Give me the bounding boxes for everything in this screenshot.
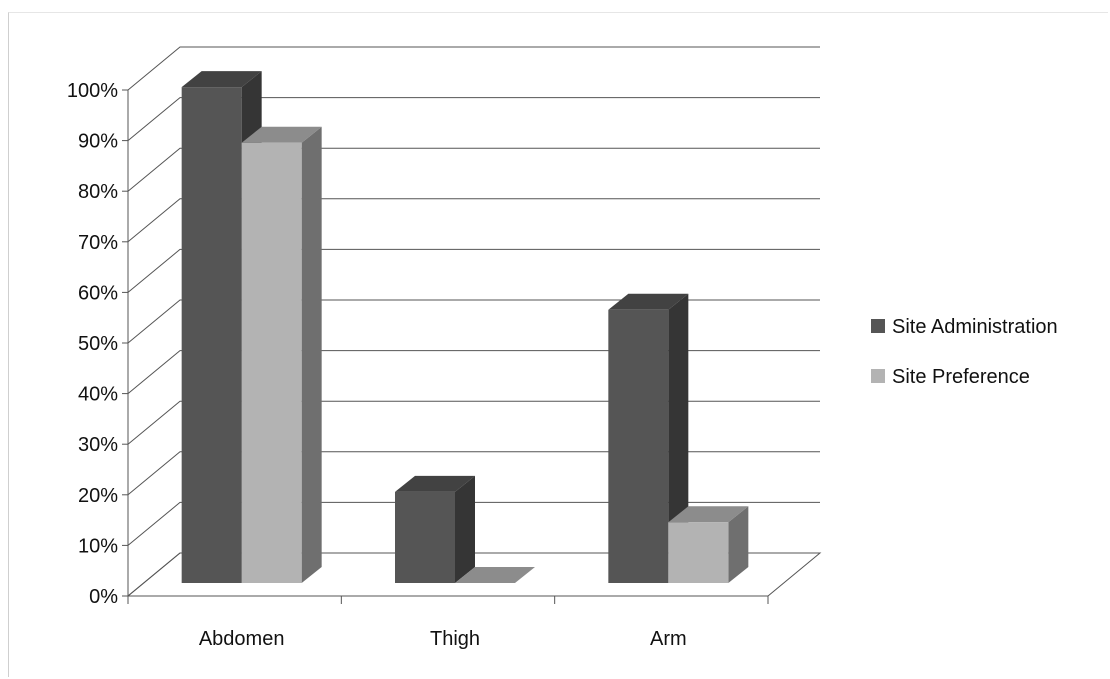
bar xyxy=(668,506,749,583)
category-label: Thigh xyxy=(430,628,480,650)
gridline xyxy=(127,400,820,445)
gridline xyxy=(127,97,820,141)
bar-front xyxy=(241,142,302,583)
bar xyxy=(455,567,535,583)
chart-frame xyxy=(8,12,1108,677)
bar-top xyxy=(395,475,475,492)
gridline xyxy=(127,248,820,293)
legend-swatch xyxy=(871,369,885,383)
bar-front xyxy=(608,309,669,583)
bar xyxy=(395,475,475,583)
bar-top xyxy=(668,506,749,523)
y-tick-label: 20% xyxy=(78,485,118,507)
gridline xyxy=(127,147,820,192)
y-tick-label: 100% xyxy=(67,80,118,102)
category-label: Abdomen xyxy=(199,628,285,650)
gridline xyxy=(127,501,820,546)
bar-front xyxy=(395,491,455,583)
gridline xyxy=(127,552,820,597)
x-axis xyxy=(127,595,769,604)
legend: Site Administration Site Preference xyxy=(871,316,1058,388)
y-tick-label: 30% xyxy=(78,434,118,456)
gridline xyxy=(127,350,820,394)
y-tick-label: 90% xyxy=(78,131,118,153)
y-axis-tick-labels: 0% 10% 20% 30% 40% 50% 60% 70% 80% 90% 100% xyxy=(67,80,118,608)
y-tick-label: 0% xyxy=(89,586,118,608)
bar-top xyxy=(608,293,689,310)
y-tick-label: 70% xyxy=(78,232,118,254)
y-tick-label: 80% xyxy=(78,181,118,203)
bars xyxy=(181,71,749,584)
y-tick-label: 60% xyxy=(78,282,118,304)
bar-side xyxy=(455,475,475,583)
gridline xyxy=(127,299,820,344)
gridline xyxy=(127,46,820,91)
category-label: Arm xyxy=(650,628,687,650)
bar-side xyxy=(301,126,322,583)
y-tick-label: 50% xyxy=(78,333,118,355)
y-tick-label: 40% xyxy=(78,384,118,406)
legend-label: Site Administration xyxy=(892,316,1058,338)
legend-label: Site Preference xyxy=(892,366,1030,388)
y-tick-label: 10% xyxy=(78,535,118,557)
bar xyxy=(241,126,322,583)
gridline xyxy=(127,198,820,243)
bar-front xyxy=(668,522,729,583)
bar-side xyxy=(728,506,749,583)
gridline xyxy=(127,451,820,496)
bar-top xyxy=(455,567,535,583)
category-labels: Abdomen Thigh Arm xyxy=(199,628,687,650)
bar-front xyxy=(181,87,242,584)
bar-top xyxy=(181,71,262,88)
gridlines xyxy=(122,46,820,597)
legend-swatch xyxy=(871,319,885,333)
bar-top xyxy=(241,126,322,143)
